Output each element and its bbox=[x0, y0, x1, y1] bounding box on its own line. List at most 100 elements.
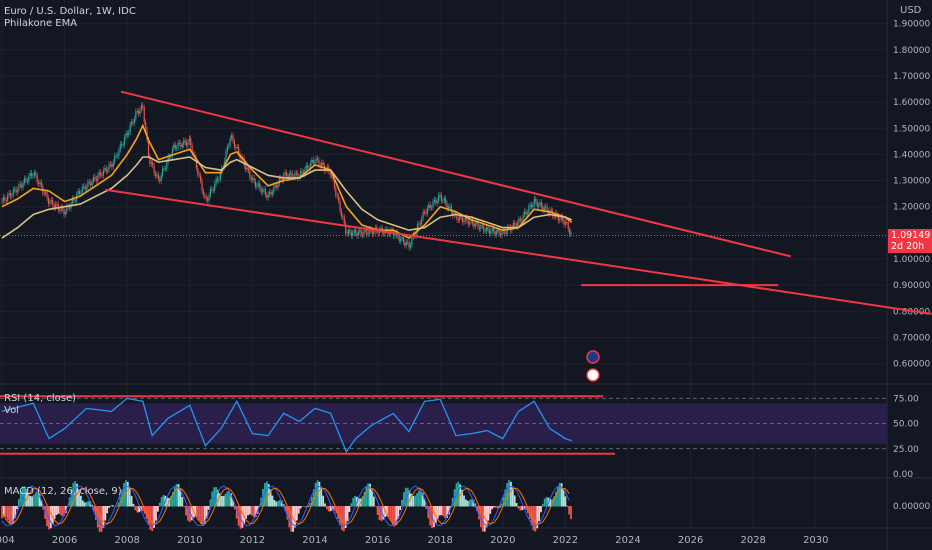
chart-legend: Euro / U.S. Dollar, 1W, IDC Philakone EM… bbox=[4, 6, 136, 30]
macd-histogram-bar bbox=[134, 506, 137, 511]
macd-histogram-bar bbox=[312, 489, 315, 507]
candle-body bbox=[305, 165, 307, 170]
macd-histogram-bar bbox=[198, 506, 201, 521]
macd-histogram-bar bbox=[322, 495, 325, 507]
candle-body bbox=[364, 230, 366, 232]
candle-body bbox=[457, 219, 459, 221]
candle-body bbox=[518, 218, 520, 223]
candle-body bbox=[504, 229, 506, 234]
macd-histogram-bar bbox=[442, 506, 445, 517]
candle-body bbox=[526, 212, 528, 215]
macd-histogram-bar bbox=[372, 496, 375, 507]
macd-histogram-bar bbox=[181, 497, 184, 507]
macd-histogram-bar bbox=[170, 496, 172, 507]
macd-histogram-bar bbox=[179, 488, 182, 507]
candle-body bbox=[149, 155, 151, 164]
rsi-tick-label: 75.00 bbox=[893, 394, 919, 404]
candle-body bbox=[25, 178, 27, 181]
candle-body bbox=[442, 200, 444, 202]
macd-histogram-bar bbox=[243, 506, 246, 524]
candle-body bbox=[46, 192, 48, 199]
candle-body bbox=[285, 172, 288, 177]
macd-histogram-bar bbox=[371, 488, 373, 507]
macd-histogram-bar bbox=[194, 506, 197, 517]
macd-histogram-bar bbox=[280, 500, 283, 507]
rsi-tick-label: 25.00 bbox=[893, 445, 919, 455]
candle-body bbox=[360, 230, 362, 235]
candle-body bbox=[449, 206, 451, 208]
macd-histogram-bar bbox=[10, 506, 13, 526]
macd-histogram-bar bbox=[171, 492, 174, 507]
candle-body bbox=[90, 182, 92, 186]
macd-histogram-bar bbox=[538, 506, 541, 522]
macd-histogram-bar bbox=[205, 506, 208, 519]
candle-body bbox=[269, 191, 271, 195]
macd-histogram-bar bbox=[2, 506, 5, 517]
candle-body bbox=[290, 172, 292, 174]
candle-body bbox=[536, 201, 538, 207]
macd-histogram-bar bbox=[556, 486, 559, 507]
candle-body bbox=[61, 207, 64, 209]
candle-body bbox=[260, 188, 262, 193]
macd-histogram-bar bbox=[230, 493, 233, 507]
rsi-label[interactable]: RSI (14, close) bbox=[4, 393, 77, 404]
macd-histogram-bar bbox=[61, 506, 63, 517]
ema-indicator-label[interactable]: Philakone EMA bbox=[4, 18, 78, 29]
candle-body bbox=[311, 159, 313, 164]
candle-body bbox=[80, 192, 82, 194]
macd-histogram-bar bbox=[374, 506, 377, 507]
macd-histogram-bar bbox=[166, 497, 169, 507]
macd-histogram-bar bbox=[481, 506, 484, 532]
candle-body bbox=[218, 179, 220, 181]
candle-body bbox=[143, 107, 145, 123]
candle-body bbox=[53, 205, 55, 208]
macd-histogram-bar bbox=[502, 496, 505, 507]
macd-histogram-bar bbox=[141, 506, 144, 512]
x-tick-label: 2014 bbox=[302, 535, 327, 546]
macd-histogram-bar bbox=[125, 480, 127, 507]
candle-body bbox=[567, 222, 569, 230]
candle-body bbox=[350, 232, 352, 236]
candle-body bbox=[163, 168, 165, 170]
macd-histogram-bar bbox=[185, 506, 187, 516]
symbol-title[interactable]: Euro / U.S. Dollar, 1W, IDC bbox=[4, 6, 136, 17]
y-tick-label: 0.80000 bbox=[893, 307, 930, 317]
macd-histogram-bar bbox=[175, 483, 178, 507]
candle-body bbox=[539, 202, 541, 205]
candle-body bbox=[333, 178, 336, 189]
candle-body bbox=[494, 231, 496, 235]
candle-body bbox=[83, 186, 85, 188]
candle-body bbox=[32, 175, 34, 177]
candle-body bbox=[302, 171, 305, 175]
candle-body bbox=[271, 192, 274, 195]
candle-body bbox=[199, 175, 202, 181]
candle-body bbox=[363, 230, 365, 236]
candle-body bbox=[19, 184, 21, 186]
candle-body bbox=[452, 212, 454, 216]
candle-body bbox=[167, 156, 169, 163]
y-tick-label: 0.70000 bbox=[893, 333, 930, 343]
candle-body bbox=[329, 171, 331, 176]
macd-histogram-bar bbox=[301, 505, 304, 507]
candle-body bbox=[560, 216, 562, 220]
macd-histogram-bar bbox=[342, 506, 345, 532]
macd-histogram-bar bbox=[320, 487, 323, 507]
macd-histogram-bar bbox=[416, 493, 418, 507]
x-tick-label: 2004 bbox=[0, 535, 15, 546]
macd-histogram-bar bbox=[111, 505, 114, 507]
macd-histogram-bar bbox=[96, 506, 99, 528]
candle-body bbox=[261, 189, 264, 193]
candle-body bbox=[130, 121, 133, 125]
macd-histogram-bar bbox=[207, 506, 210, 510]
vol-label[interactable]: Vol bbox=[4, 405, 19, 416]
macd-label[interactable]: MACD (12, 26, close, 9) bbox=[4, 486, 122, 497]
macd-histogram-bar bbox=[335, 506, 338, 514]
candle-body bbox=[254, 181, 257, 187]
candle-body bbox=[495, 231, 497, 235]
candle-body bbox=[464, 217, 466, 222]
macd-histogram-bar bbox=[367, 483, 370, 507]
candle-body bbox=[157, 174, 159, 179]
macd-histogram-bar bbox=[232, 499, 234, 507]
macd-histogram-bar bbox=[309, 502, 311, 507]
candle-body bbox=[138, 111, 140, 114]
